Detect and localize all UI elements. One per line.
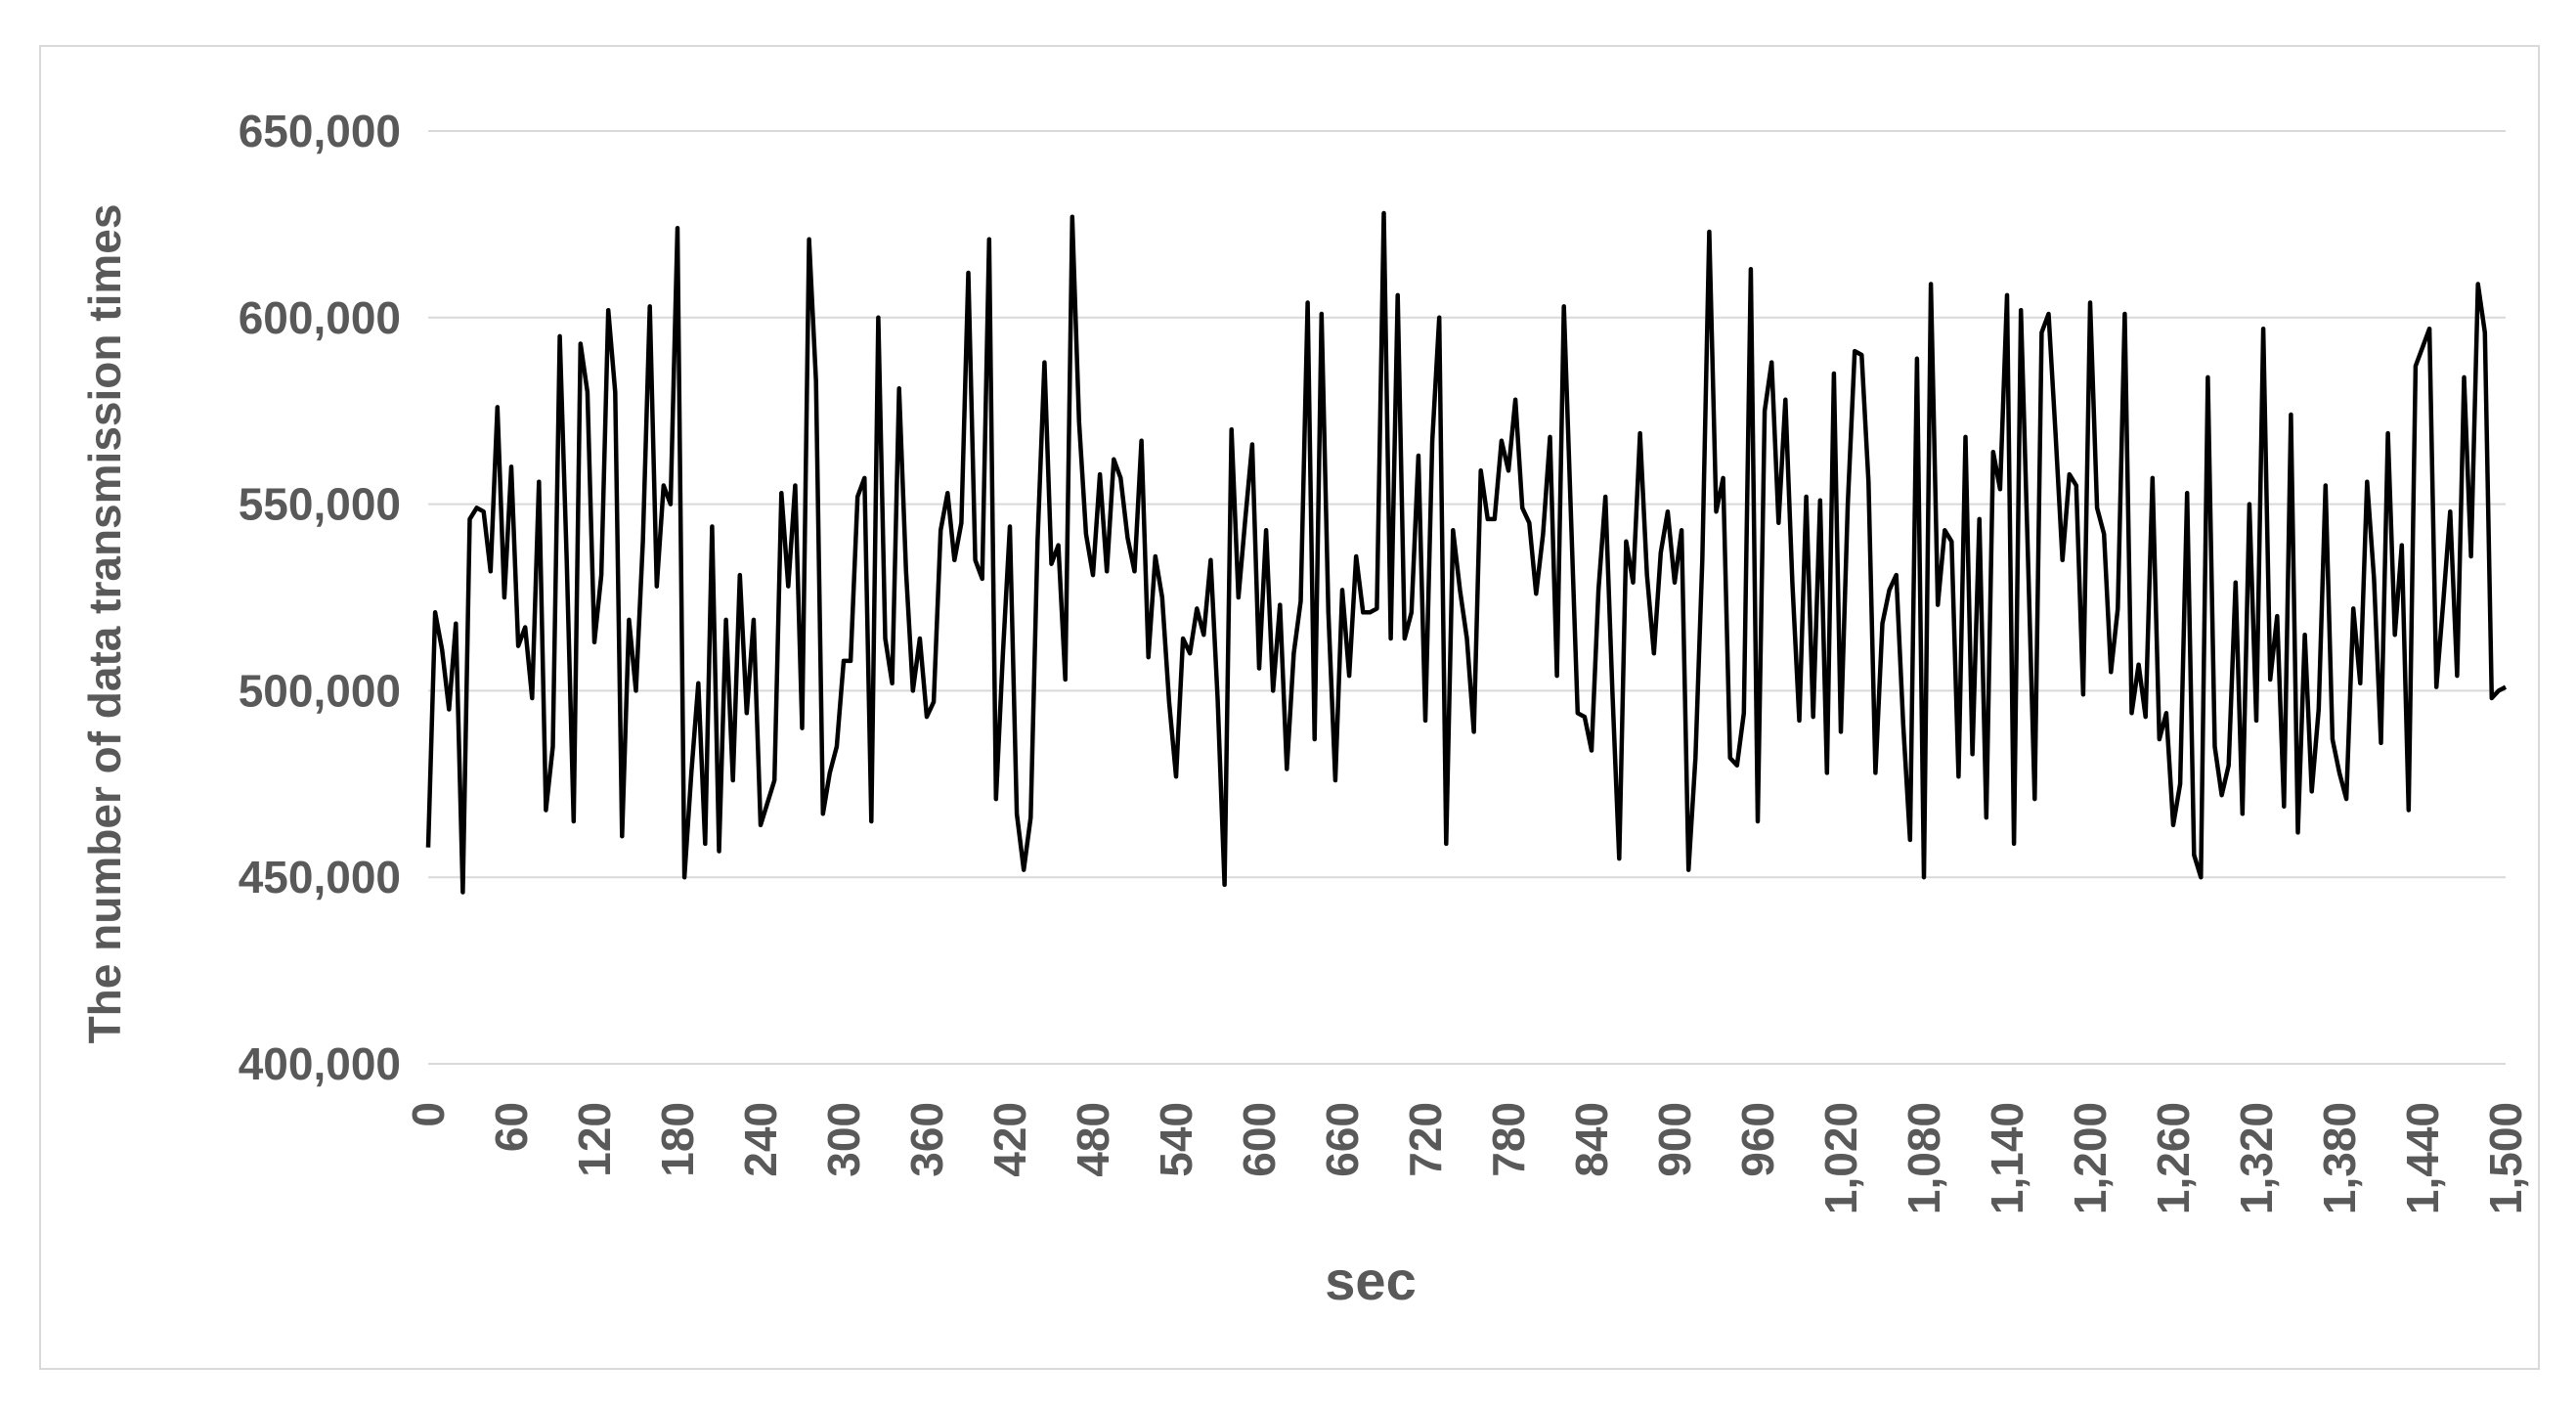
- x-tick-label: 0: [403, 1102, 454, 1127]
- x-tick-label: 420: [984, 1102, 1035, 1177]
- x-tick-label: 840: [1566, 1102, 1617, 1177]
- x-tick-label: 900: [1649, 1102, 1700, 1177]
- x-tick-label: 660: [1317, 1102, 1368, 1177]
- y-axis-title: The number of data transmission times: [79, 204, 130, 1044]
- y-tick-label: 650,000: [239, 106, 401, 156]
- x-tick-label: 180: [652, 1102, 703, 1177]
- x-tick-label: 1,320: [2231, 1102, 2282, 1214]
- x-tick-label: 1,020: [1815, 1102, 1866, 1214]
- x-tick-label: 120: [569, 1102, 620, 1177]
- x-tick-label: 540: [1151, 1102, 1201, 1177]
- x-tick-label: 360: [901, 1102, 952, 1177]
- x-axis-title: sec: [1325, 1250, 1416, 1311]
- series-group: [425, 210, 2508, 895]
- x-tick-label: 240: [735, 1102, 786, 1177]
- x-tick-label: 600: [1234, 1102, 1285, 1177]
- x-tick-label: 1,380: [2314, 1102, 2365, 1214]
- x-tick-label: 1,260: [2148, 1102, 2199, 1214]
- x-tick-label: 960: [1732, 1102, 1783, 1177]
- y-tick-label: 500,000: [239, 665, 401, 716]
- y-tick-label: 450,000: [239, 852, 401, 903]
- x-tick-label: 1,440: [2397, 1102, 2448, 1214]
- x-tick-label: 300: [818, 1102, 869, 1177]
- x-tick-label: 1,080: [1899, 1102, 1949, 1214]
- x-tick-label: 780: [1483, 1102, 1534, 1177]
- x-tick-label: 60: [486, 1102, 537, 1152]
- x-tick-label: 480: [1068, 1102, 1118, 1177]
- y-tick-label: 600,000: [239, 292, 401, 343]
- y-tick-label: 400,000: [239, 1038, 401, 1089]
- x-tick-label: 720: [1400, 1102, 1451, 1177]
- x-tick-label: 1,500: [2480, 1102, 2531, 1214]
- x-tick-label: 1,140: [1982, 1102, 2032, 1214]
- x-tick-label: 1,200: [2065, 1102, 2116, 1214]
- y-axis-ticks: 400,000 450,000 500,000 550,000 600,000 650,0…: [239, 106, 401, 1089]
- y-tick-label: 550,000: [239, 479, 401, 530]
- series-line: [425, 210, 2508, 895]
- x-axis-ticks: 0 60 120 180 240 300 360 420 480 540 600 660 720 780 8…: [403, 1102, 2531, 1214]
